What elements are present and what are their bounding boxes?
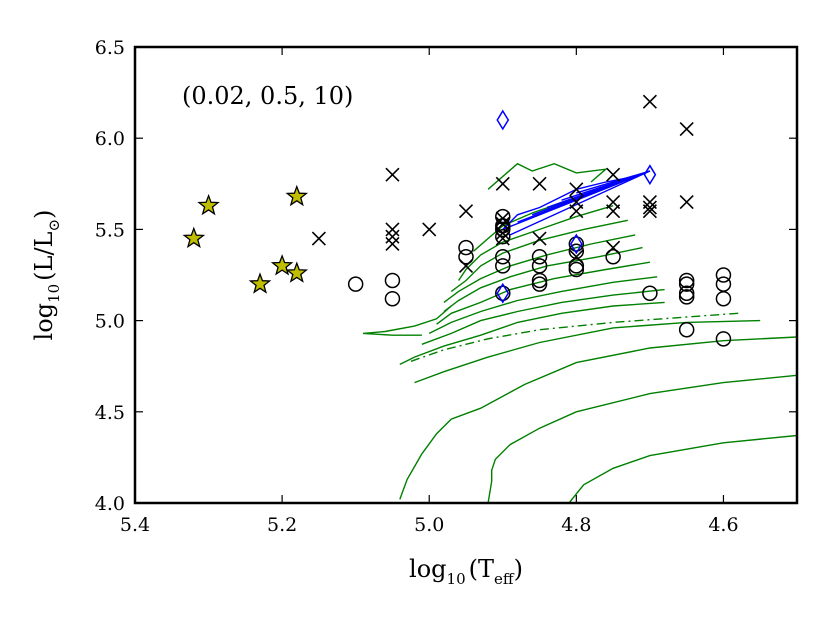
green-track-2	[568, 434, 797, 503]
x-tick-label: 5.2	[267, 514, 297, 536]
circle-marker	[458, 249, 474, 265]
circle-marker	[531, 258, 548, 274]
circle-marker	[678, 272, 695, 289]
circle-marker	[384, 272, 401, 289]
green-track-4	[406, 312, 739, 364]
x-tick-label: 4.6	[708, 514, 738, 536]
green-track-3	[414, 319, 761, 384]
circle-marker	[678, 321, 695, 338]
blue-track-23	[502, 170, 651, 230]
green-track-0	[399, 336, 797, 500]
green-track-12	[458, 205, 614, 281]
y-tick-label: 6.0	[95, 128, 125, 150]
x-tick-label: 5.0	[414, 514, 444, 536]
cross-marker	[422, 222, 437, 237]
circle-marker	[678, 276, 695, 292]
circle-marker	[568, 236, 585, 252]
x-tick-label: 4.8	[561, 514, 591, 536]
circle-marker	[568, 261, 585, 278]
green-track-6	[421, 288, 665, 345]
green-track-5	[399, 301, 665, 366]
green-track-9	[443, 246, 643, 313]
cross-marker	[606, 204, 621, 219]
circle-marker	[642, 285, 658, 301]
circle-marker	[678, 289, 695, 305]
circle-marker	[531, 249, 548, 265]
star-marker	[182, 226, 206, 249]
blue-track-22	[509, 170, 651, 236]
cross-marker	[495, 176, 510, 191]
circle-marker	[495, 208, 511, 225]
star-marker	[270, 254, 294, 276]
circle-marker	[495, 218, 511, 234]
y-tick-label: 6.5	[95, 37, 125, 59]
green-track-1	[487, 374, 797, 503]
cross-marker	[679, 122, 694, 137]
diamond-marker	[496, 282, 510, 304]
green-track-14	[487, 162, 609, 190]
cross-marker	[385, 229, 400, 244]
y-tick-label: 4.5	[95, 402, 125, 424]
data-markers	[182, 94, 732, 347]
x-tick-label: 5.4	[120, 514, 150, 536]
circle-marker	[531, 276, 548, 292]
cross-marker	[458, 204, 474, 219]
plot-frame	[133, 45, 799, 505]
circle-marker	[605, 249, 621, 265]
circle-marker	[678, 285, 695, 301]
circle-marker	[715, 276, 732, 292]
circle-marker	[495, 249, 511, 265]
circle-marker	[715, 331, 732, 347]
cross-marker	[606, 167, 621, 182]
axis-ticks: 5.4 5.2 5.0 4.8 4.6 4.0 4.5 5.0 5.5 6.0 6.5	[95, 37, 797, 536]
star-marker	[197, 193, 220, 216]
circle-marker	[531, 272, 548, 289]
diamond-marker	[643, 164, 657, 186]
blue-track-21	[576, 170, 651, 194]
cross-marker	[532, 176, 547, 191]
cross-marker	[532, 231, 547, 246]
circle-marker	[495, 258, 511, 274]
cross-marker	[569, 182, 584, 197]
parameter-annotation: (0.02, 0.5, 10)	[182, 82, 353, 110]
circle-marker	[495, 285, 511, 301]
cross-marker	[642, 204, 657, 219]
diamond-marker	[496, 109, 510, 131]
circle-marker	[495, 221, 511, 238]
green-track-7	[428, 276, 658, 335]
circle-marker	[458, 239, 474, 256]
circle-marker	[347, 276, 364, 292]
green-track-15	[362, 305, 452, 336]
cross-marker	[385, 167, 400, 182]
y-axis-label: log10(L/L⊙)	[30, 210, 63, 341]
circle-marker	[495, 228, 511, 245]
cross-marker	[385, 236, 400, 252]
diamond-marker	[569, 233, 583, 255]
cross-marker	[385, 222, 400, 237]
cross-marker	[311, 231, 326, 246]
green-track-11	[450, 219, 628, 292]
circle-marker	[715, 267, 732, 283]
star-marker	[285, 261, 309, 283]
y-tick-label: 5.5	[95, 219, 125, 241]
circle-marker	[568, 258, 585, 274]
circle-marker	[384, 290, 401, 307]
evolution-tracks	[362, 162, 797, 503]
y-tick-label: 5.0	[95, 311, 125, 333]
y-tick-label: 4.0	[95, 493, 125, 515]
cross-marker	[642, 94, 657, 109]
cross-marker	[569, 204, 584, 219]
cross-marker	[679, 194, 694, 210]
x-axis-label: log10 (Teff)	[409, 555, 523, 588]
circle-marker	[715, 290, 732, 307]
green-track-8	[436, 261, 651, 325]
cross-marker	[642, 200, 657, 215]
star-marker	[248, 272, 272, 294]
star-marker	[285, 184, 309, 207]
